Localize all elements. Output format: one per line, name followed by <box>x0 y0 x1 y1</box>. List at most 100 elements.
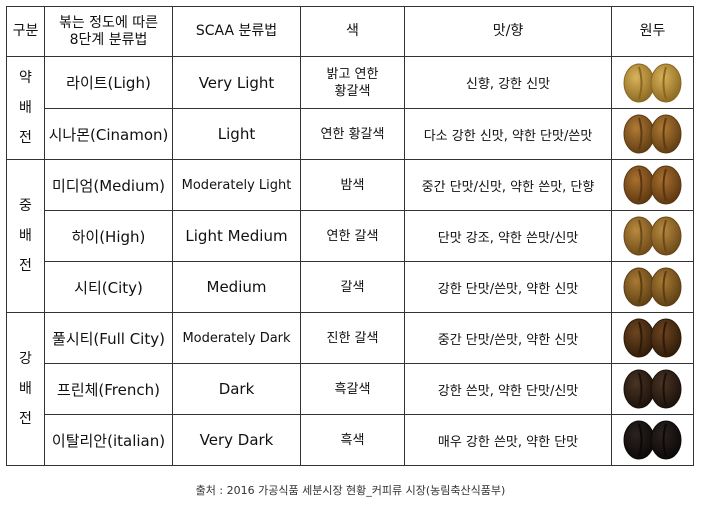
roast-level-table-container: 구분 볶는 정도에 따른 8단계 분류법 SCAA 분류법 색 맛/향 원두 약… <box>6 6 694 466</box>
roast-group-char: 배 <box>19 381 32 397</box>
scaa-class: Light <box>172 108 301 160</box>
roast-stage: 하이(High) <box>44 210 173 262</box>
coffee-bean-crease <box>637 168 642 202</box>
roast-stage: 풀시티(Full City) <box>44 312 173 364</box>
coffee-bean-half <box>650 165 681 205</box>
coffee-bean-image-cell <box>611 363 694 415</box>
table-row: 시나몬(Cinamon) Light 연한 황갈색 다소 강한 신맛, 약한 단맛/쓴… <box>7 108 694 160</box>
coffee-bean-crease <box>662 372 667 406</box>
roast-group-char: 강 <box>19 351 32 367</box>
table-row: 이탈리안(italian) Very Dark 흑색 매우 강한 쓴맛, 약한 단맛 <box>7 414 694 466</box>
taste-description: 중간 단맛/신맛, 약한 쓴맛, 단향 <box>404 159 612 211</box>
taste-description: 매우 강한 쓴맛, 약한 단맛 <box>404 414 612 466</box>
taste-description: 신향, 강한 신맛 <box>404 56 612 109</box>
bean-color-name: 갈색 <box>300 261 405 313</box>
table-row: 하이(High) Light Medium 연한 갈색 단맛 강조, 약한 쓴맛/신맛 <box>7 210 694 262</box>
coffee-bean-crease <box>662 117 667 151</box>
bean-color-name: 연한 갈색 <box>300 210 405 262</box>
roast-stage: 라이트(Ligh) <box>44 56 173 109</box>
header-group: 구분 <box>6 6 45 57</box>
taste-description: 다소 강한 신맛, 약한 단맛/쓴맛 <box>404 108 612 160</box>
scaa-class: Moderately Dark <box>172 312 301 364</box>
coffee-bean-half <box>650 369 681 409</box>
coffee-bean-crease <box>637 270 642 304</box>
scaa-class: Moderately Light <box>172 159 301 211</box>
roast-stage: 시티(City) <box>44 261 173 313</box>
scaa-class: Light Medium <box>172 210 301 262</box>
coffee-bean-icon <box>623 420 681 460</box>
roast-group-char: 전 <box>19 130 32 146</box>
coffee-bean-crease <box>662 321 667 355</box>
coffee-bean-image-cell <box>611 414 694 466</box>
coffee-bean-icon <box>623 369 681 409</box>
coffee-bean-icon <box>623 165 681 205</box>
scaa-class: Very Light <box>172 56 301 109</box>
taste-description: 단맛 강조, 약한 쓴맛/신맛 <box>404 210 612 262</box>
coffee-bean-icon <box>623 267 681 307</box>
coffee-bean-crease <box>637 117 642 151</box>
coffee-bean-crease <box>662 168 667 202</box>
coffee-bean-crease <box>662 66 667 99</box>
taste-description: 강한 단맛/쓴맛, 약한 신맛 <box>404 261 612 313</box>
coffee-bean-crease <box>637 219 642 253</box>
roast-group-char: 배 <box>19 100 32 116</box>
table-row: 중 배 전 미디엄(Medium) Moderately Light 밤색 중간 단맛/신맛… <box>6 159 694 313</box>
coffee-bean-image-cell <box>611 210 694 262</box>
coffee-bean-half <box>650 420 681 460</box>
coffee-bean-half <box>650 63 681 102</box>
coffee-bean-crease <box>662 270 667 304</box>
bean-color-name: 연한 황갈색 <box>300 108 405 160</box>
table-row: 약 배 전 라이트(Ligh) Very Light 밝고 연한 황갈색 신향, 강한 신맛 <box>6 56 694 160</box>
header-stage: 볶는 정도에 따른 8단계 분류법 <box>44 6 173 57</box>
coffee-bean-crease <box>637 372 642 406</box>
coffee-bean-half <box>650 267 681 307</box>
bean-color-name: 진한 갈색 <box>300 312 405 364</box>
header-bean: 원두 <box>611 6 694 57</box>
bean-color-name: 밝고 연한 황갈색 <box>300 56 405 109</box>
header-color: 색 <box>300 6 405 57</box>
coffee-bean-crease <box>662 219 667 253</box>
coffee-bean-half <box>650 318 681 358</box>
roast-level-table: 구분 볶는 정도에 따른 8단계 분류법 SCAA 분류법 색 맛/향 원두 약… <box>6 6 694 466</box>
coffee-bean-image-cell <box>611 108 694 160</box>
roast-stage: 미디엄(Medium) <box>44 159 173 211</box>
scaa-class: Dark <box>172 363 301 415</box>
bean-color-name: 흑갈색 <box>300 363 405 415</box>
coffee-bean-crease <box>637 66 642 99</box>
roast-group-char: 배 <box>19 228 32 244</box>
roast-group-char: 약 <box>19 70 32 86</box>
header-scaa: SCAA 분류법 <box>172 6 301 57</box>
coffee-bean-image-cell <box>611 312 694 364</box>
coffee-bean-image-cell <box>611 261 694 313</box>
taste-description: 중간 단맛/쓴맛, 약한 신맛 <box>404 312 612 364</box>
roast-stage: 프린체(French) <box>44 363 173 415</box>
coffee-bean-image-cell <box>611 159 694 211</box>
coffee-bean-half <box>650 216 681 256</box>
taste-description: 강한 쓴맛, 약한 단맛/신맛 <box>404 363 612 415</box>
coffee-bean-crease <box>662 423 667 457</box>
coffee-bean-icon <box>623 63 681 102</box>
coffee-bean-icon <box>623 114 681 154</box>
scaa-class: Very Dark <box>172 414 301 466</box>
scaa-class: Medium <box>172 261 301 313</box>
table-row: 강 배 전 풀시티(Full City) Moderately Dark 진한 갈색 중간 … <box>6 312 694 466</box>
coffee-bean-half <box>650 114 681 154</box>
bean-color-name: 밤색 <box>300 159 405 211</box>
header-taste: 맛/향 <box>404 6 612 57</box>
header-row: 구분 볶는 정도에 따른 8단계 분류법 SCAA 분류법 색 맛/향 원두 <box>6 6 694 57</box>
roast-stage: 시나몬(Cinamon) <box>44 108 173 160</box>
roast-group-char: 전 <box>19 258 32 274</box>
coffee-bean-icon <box>623 318 681 358</box>
bean-color-name: 흑색 <box>300 414 405 466</box>
coffee-bean-crease <box>637 423 642 457</box>
roast-group-char: 중 <box>19 198 32 214</box>
source-caption: 출처 : 2016 가공식품 세분시장 현황_커피류 시장(농림축산식품부) <box>195 484 506 497</box>
coffee-bean-crease <box>637 321 642 355</box>
table-row: 시티(City) Medium 갈색 강한 단맛/쓴맛, 약한 신맛 <box>7 261 694 313</box>
coffee-bean-image-cell <box>611 56 694 109</box>
roast-stage: 이탈리안(italian) <box>44 414 173 466</box>
table-row: 프린체(French) Dark 흑갈색 강한 쓴맛, 약한 단맛/신맛 <box>7 363 694 415</box>
coffee-bean-icon <box>623 216 681 256</box>
